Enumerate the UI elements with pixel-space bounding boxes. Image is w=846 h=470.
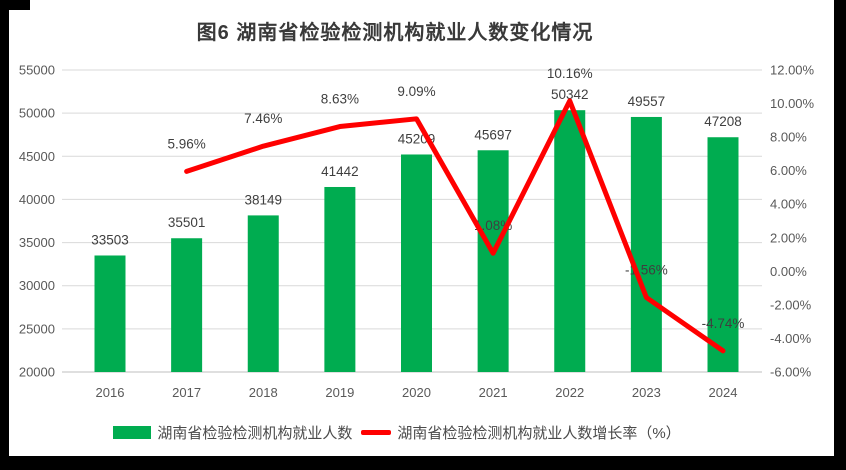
bar-label-2016: 33503	[91, 232, 129, 247]
y-axis-right-tick-0.00%: 0.00%	[770, 264, 807, 279]
bar-2018	[247, 215, 279, 372]
y-axis-right-tick-4.00%: 4.00%	[770, 197, 807, 212]
pct-label-2022: 10.16%	[547, 66, 593, 81]
y-axis-right-tick-10.00%: 10.00%	[770, 96, 815, 111]
bar-label-2019: 41442	[321, 164, 359, 179]
x-axis-tick-2023: 2023	[632, 385, 661, 400]
x-axis-tick-2021: 2021	[479, 385, 508, 400]
y-axis-right-tick-12.00%: 12.00%	[770, 63, 815, 78]
legend-line-swatch-icon	[361, 429, 392, 435]
bar-label-2017: 35501	[168, 215, 206, 230]
y-axis-left-tick-35000: 35000	[19, 235, 55, 250]
x-axis-tick-2019: 2019	[325, 385, 354, 400]
pct-label-2017: 5.96%	[167, 136, 205, 151]
x-axis-tick-2020: 2020	[402, 385, 431, 400]
legend-item-growth-rate: 湖南省检验检测机构就业人数增长率（%）	[361, 422, 681, 443]
bar-2016	[94, 255, 126, 372]
y-axis-left-tick-50000: 50000	[19, 106, 55, 121]
pct-label-2020: 9.09%	[397, 84, 435, 99]
background-corner-notch	[9, 0, 30, 10]
pct-label-2018: 7.46%	[244, 111, 282, 126]
pct-label-2024: -4.74%	[702, 316, 745, 331]
y-axis-left-tick-20000: 20000	[19, 365, 55, 380]
y-axis-left-tick-55000: 55000	[19, 63, 55, 78]
x-axis-tick-2024: 2024	[709, 385, 738, 400]
y-axis-right-tick--2.00%: -2.00%	[770, 297, 812, 312]
legend-bar-swatch-icon	[113, 425, 152, 439]
chart-legend: 湖南省检验检测机构就业人数 湖南省检验检测机构就业人数增长率（%）	[0, 421, 794, 443]
bar-2024	[707, 137, 739, 372]
y-axis-right-tick-8.00%: 8.00%	[770, 130, 807, 145]
x-axis-tick-2022: 2022	[555, 385, 584, 400]
x-axis-tick-2017: 2017	[172, 385, 201, 400]
y-axis-right-tick-2.00%: 2.00%	[770, 230, 807, 245]
y-axis-left-tick-30000: 30000	[19, 278, 55, 293]
y-axis-left-tick-25000: 25000	[19, 321, 55, 336]
bar-label-2018: 38149	[244, 192, 282, 207]
bar-2022	[554, 110, 586, 372]
x-axis-tick-2016: 2016	[96, 385, 125, 400]
y-axis-left-tick-40000: 40000	[19, 192, 55, 207]
bar-label-2024: 47208	[704, 114, 742, 129]
chart-title: 图6 湖南省检验检测机构就业人数变化情况	[196, 22, 594, 44]
y-axis-right-tick--6.00%: -6.00%	[770, 365, 812, 380]
bar-2023	[630, 116, 662, 372]
bar-label-2023: 49557	[628, 94, 666, 109]
bar-label-2022: 50342	[551, 87, 589, 102]
y-axis-right-tick--4.00%: -4.00%	[770, 331, 812, 346]
legend-label-growth-rate: 湖南省检验检测机构就业人数增长率（%）	[397, 424, 681, 442]
y-axis-left-tick-45000: 45000	[19, 149, 55, 164]
bar-2020	[401, 154, 432, 372]
bar-2019	[324, 186, 356, 372]
legend-label-employment: 湖南省检验检测机构就业人数	[157, 424, 353, 442]
bar-2021	[477, 150, 509, 372]
growth-rate-line	[184, 98, 726, 354]
x-axis-tick-2018: 2018	[249, 385, 278, 400]
legend-item-employment: 湖南省检验检测机构就业人数	[113, 422, 352, 443]
pct-label-2019: 8.63%	[321, 92, 359, 107]
y-axis-right-tick-6.00%: 6.00%	[770, 163, 807, 178]
bar-2017	[171, 238, 203, 372]
bar-label-2021: 45697	[474, 127, 512, 142]
